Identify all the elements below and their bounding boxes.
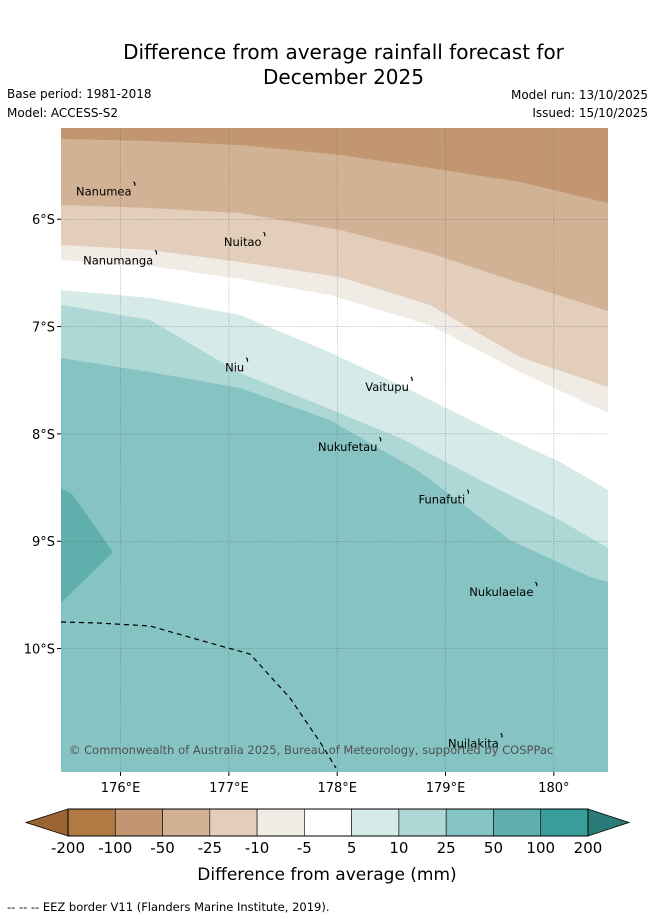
colorbar-tick-label: 5 xyxy=(347,839,357,857)
map-axes: 6°S 7°S 8°S 9°S 10°S 176°E 177°E 178°E 179°E 180° xyxy=(24,213,570,796)
colorbar-tick-label: -50 xyxy=(150,839,175,857)
issued-date: Issued: 15/10/2025 xyxy=(532,106,648,120)
band-plus-50-100 xyxy=(61,488,113,603)
island-label: Nukufetau xyxy=(318,440,377,454)
island-outline xyxy=(466,489,470,494)
island-label: Nukulaelae xyxy=(469,585,533,599)
colorbar-tick-label: -25 xyxy=(198,839,223,857)
island-label: Nanumanga xyxy=(83,253,153,267)
island-label: Nanumea xyxy=(76,185,132,199)
colorbar-swatch xyxy=(351,808,400,837)
island-label: Niu xyxy=(225,361,244,375)
lon-tick-label: 177°E xyxy=(209,781,249,796)
island-outline xyxy=(379,436,382,442)
lon-tick-label: 178°E xyxy=(317,781,357,796)
island-outline xyxy=(263,231,266,237)
colorbar-swatch xyxy=(114,808,163,837)
eez-footnote: -- -- -- EEZ border V11 (Flanders Marine… xyxy=(7,900,330,914)
title-line-1: Difference from average rainfall forecas… xyxy=(123,40,564,64)
colorbar-tick-label: 25 xyxy=(437,839,456,857)
island-outline xyxy=(410,376,413,382)
eez-border xyxy=(61,621,337,769)
chart-title: Difference from average rainfall forecas… xyxy=(0,40,655,90)
colorbar-tick-label: 10 xyxy=(389,839,408,857)
copyright-notice: © Commonwealth of Australia 2025, Bureau… xyxy=(69,743,553,757)
colorbar-extend-low xyxy=(24,808,69,837)
island-outline xyxy=(245,357,249,362)
lat-tick-label: 8°S xyxy=(32,428,55,443)
colorbar-frame xyxy=(67,808,589,837)
lat-tick-label: 6°S xyxy=(32,213,55,228)
colorbar-tick-label: 50 xyxy=(484,839,503,857)
colorbar-tick-label: 200 xyxy=(574,839,603,857)
island-outline xyxy=(500,732,503,738)
colorbar-label: Difference from average (mm) xyxy=(197,865,456,885)
colorbar-swatch xyxy=(493,808,542,837)
colorbar-tick-label: -10 xyxy=(245,839,270,857)
lat-tick-label: 10°S xyxy=(24,643,55,658)
island-label: Nuitao xyxy=(224,235,262,249)
colorbar-tick-label: -5 xyxy=(297,839,312,857)
islands: Nanumea Nuitao Nanumanga Niu Vaitupu Nukufeta… xyxy=(76,181,538,750)
colorbar-swatch xyxy=(398,808,447,837)
colorbar: -200 -100 -50 -25 -10 -5 5 10 25 50 100 200 xyxy=(24,808,631,857)
colorbar-tick-label: 100 xyxy=(526,839,555,857)
graticule xyxy=(61,128,608,772)
island-label: Nuilakita xyxy=(448,736,499,750)
lon-tick-label: 179°E xyxy=(426,781,466,796)
island-outline xyxy=(133,181,136,186)
lat-tick-label: 9°S xyxy=(32,535,55,550)
lon-tick-label: 176°E xyxy=(101,781,141,796)
band-minus-50-100 xyxy=(61,128,608,203)
model-name: Model: ACCESS-S2 xyxy=(7,106,119,120)
lon-tick-label: 180° xyxy=(538,781,569,796)
colorbar-tick-label: -100 xyxy=(98,839,132,857)
island-outline xyxy=(154,249,158,255)
colorbar-swatch xyxy=(304,808,352,837)
colorbar-swatch xyxy=(209,808,258,837)
island-label: Vaitupu xyxy=(365,380,409,394)
island-outline xyxy=(534,581,538,587)
lat-tick-label: 7°S xyxy=(32,321,55,336)
colorbar-swatch xyxy=(445,808,494,837)
colorbar-swatch xyxy=(67,808,116,837)
colorbar-swatch xyxy=(162,808,211,837)
colorbar-swatch xyxy=(256,808,305,837)
map-fill xyxy=(61,128,608,772)
model-run: Model run: 13/10/2025 xyxy=(510,88,648,102)
base-period: Base period: 1981-2018 xyxy=(7,87,152,101)
colorbar-swatch xyxy=(540,808,589,837)
colorbar-tick-label: -200 xyxy=(51,839,85,857)
colorbar-extend-high xyxy=(587,808,631,837)
island-label: Funafuti xyxy=(419,493,466,507)
title-line-2: December 2025 xyxy=(263,65,424,89)
